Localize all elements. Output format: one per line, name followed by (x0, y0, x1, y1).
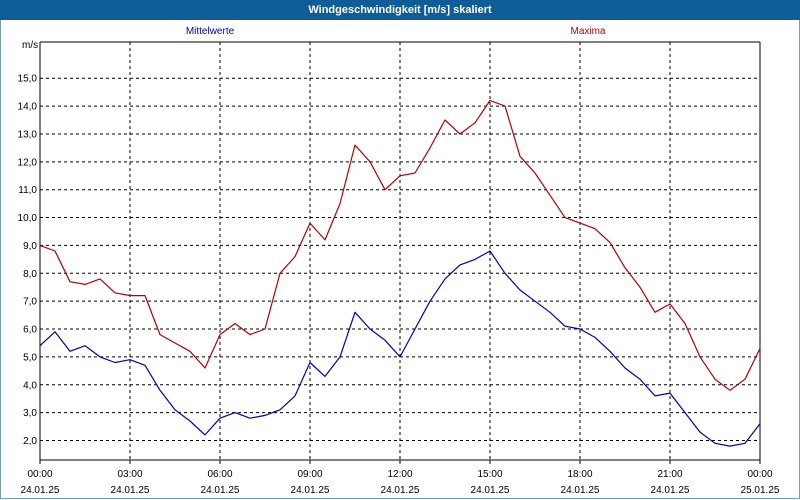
x-tick-time-label: 06:00 (207, 469, 232, 480)
y-tick-label: 7,0 (23, 297, 37, 308)
y-tick-label: 6,0 (23, 325, 37, 336)
x-tick-time-label: 03:00 (117, 469, 142, 480)
x-tick-time-label: 15:00 (477, 469, 502, 480)
y-tick-label: 9,0 (23, 241, 37, 252)
legend-maxima: Maxima (570, 26, 605, 37)
series-lines (39, 99, 761, 447)
x-tick-date-label: 24.01.25 (21, 485, 60, 496)
grid-lines (40, 42, 760, 460)
tick-labels: 2,0 3,0 4,0 5,0 6,0 7,0 8,0 9,0 10,0 11,0 12,0 13,0… (18, 74, 780, 496)
series-line-mittelwerte (39, 250, 761, 447)
y-axis-label: m/s (22, 40, 38, 51)
x-tick-date-label: 24.01.25 (651, 485, 690, 496)
x-tick-time-label: 21:00 (657, 469, 682, 480)
y-tick-label: 11,0 (18, 185, 37, 196)
y-tick-label: 5,0 (23, 352, 37, 363)
x-tick-date-label: 24.01.25 (561, 485, 600, 496)
y-tick-label: 12,0 (18, 157, 38, 168)
x-tick-date-label: 24.01.25 (471, 485, 510, 496)
legend-mittelwerte: Mittelwerte (186, 26, 235, 37)
chart-title: Windgeschwindigkeit [m/s] skaliert (0, 0, 800, 20)
x-tick-date-label: 24.01.25 (201, 485, 240, 496)
x-tick-date-label: 24.01.25 (291, 485, 330, 496)
y-tick-label: 4,0 (23, 380, 37, 391)
y-tick-label: 8,0 (23, 269, 37, 280)
x-tick-time-label: 09:00 (297, 469, 322, 480)
y-tick-label: 10,0 (18, 213, 38, 224)
x-tick-date-label: 25.01.25 (741, 485, 780, 496)
x-tick-time-label: 12:00 (387, 469, 412, 480)
x-tick-date-label: 24.01.25 (111, 485, 150, 496)
x-tick-time-label: 18:00 (567, 469, 592, 480)
y-tick-label: 3,0 (23, 408, 37, 419)
y-tick-label: 15,0 (18, 74, 38, 85)
x-tick-time-label: 00:00 (747, 469, 772, 480)
y-tick-label: 14,0 (18, 102, 38, 113)
y-tick-label: 13,0 (18, 129, 38, 140)
x-tick-time-label: 00:00 (27, 469, 52, 480)
series-line-maxima (39, 99, 761, 391)
y-tick-label: 2,0 (23, 436, 37, 447)
axes (39, 41, 761, 464)
x-tick-date-label: 24.01.25 (381, 485, 420, 496)
